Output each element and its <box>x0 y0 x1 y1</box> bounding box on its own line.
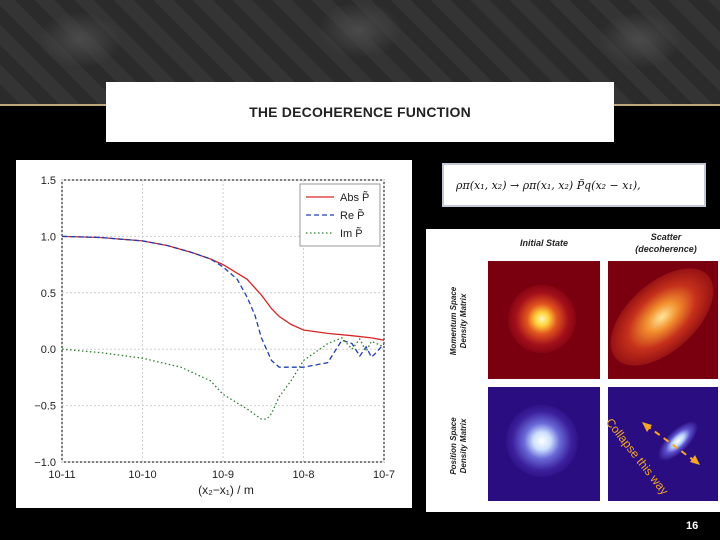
row-label-momentum-2: Density Matrix <box>459 293 468 348</box>
row-label-position: Position Space <box>449 417 458 475</box>
legend-label: Re P̃ <box>340 209 364 222</box>
momentum-scatter-heatmap <box>608 261 718 379</box>
page-number: 16 <box>686 520 699 532</box>
position-initial-heatmap <box>488 387 600 501</box>
legend-label: Abs P̃ <box>340 191 369 204</box>
y-tick-label: 1.0 <box>41 231 56 243</box>
title-box: THE DECOHERENCE FUNCTION <box>106 82 614 142</box>
x-tick-label: 10-8 <box>292 469 314 481</box>
y-tick-label: −0.5 <box>34 401 56 413</box>
col-subheader-decoherence: (decoherence) <box>635 244 697 254</box>
decoherence-chart: 1.51.00.50.0−0.5−1.0 10-11 10-10 10-9 10-8 1… <box>34 175 395 497</box>
x-tick-label: 10-10 <box>128 469 156 481</box>
x-tick-label: 10-9 <box>212 469 234 481</box>
y-tick-labels: 1.5 1.0 0.5 0.0 −0.5 −1.0 <box>34 175 56 469</box>
slide-title: THE DECOHERENCE FUNCTION <box>249 104 471 120</box>
formula-box: ρπ(x₁, x₂) → ρπ(x₁, x₂) P̃q(x₂ − x₁), <box>442 163 706 207</box>
series-line-1 <box>61 235 385 368</box>
legend-label: Im P̃ <box>340 227 363 240</box>
collapse-direction-arrow <box>642 422 700 465</box>
y-tick-label: 0.0 <box>41 344 56 356</box>
x-tick-labels: 10-11 10-10 10-9 10-8 10-7 <box>48 469 395 481</box>
col-header-initial: Initial State <box>520 238 568 248</box>
density-matrix-figure: Initial State Scatter (decoherence) Mome… <box>449 232 718 501</box>
col-header-scatter: Scatter <box>651 232 682 242</box>
row-label-momentum: Momentum Space <box>449 286 458 355</box>
legend-items: Abs P̃ Re P̃ Im P̃ <box>306 191 369 240</box>
position-scatter-heatmap <box>608 387 718 501</box>
y-tick-label: 1.5 <box>41 175 56 187</box>
series-group <box>61 235 385 420</box>
row-label-position-2: Density Matrix <box>459 418 468 473</box>
x-axis-label: (x₂−x₁) / m <box>198 483 254 497</box>
y-tick-label: 0.5 <box>41 288 56 300</box>
density-matrix-panel: Initial State Scatter (decoherence) Mome… <box>426 229 720 512</box>
x-tick-label: 10-7 <box>373 469 395 481</box>
legend: Abs P̃ Re P̃ Im P̃ <box>299 183 381 247</box>
x-tick-label: 10-11 <box>48 469 75 481</box>
y-tick-label: −1.0 <box>34 457 56 469</box>
legend-box <box>299 183 381 247</box>
decoherence-plot-panel: 1.5 1.0 0.5 0.0 −0.5 −1.0 10-11 10-10 10-9 10-8 1… <box>16 160 412 508</box>
decoherence-formula: ρπ(x₁, x₂) → ρπ(x₁, x₂) P̃q(x₂ − x₁), <box>456 178 641 192</box>
grid-lines <box>61 179 385 463</box>
momentum-initial-heatmap <box>488 261 600 379</box>
